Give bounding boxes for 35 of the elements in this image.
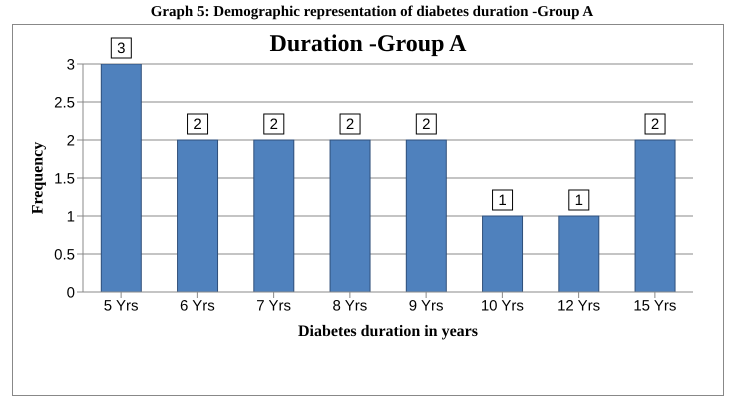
x-tick-label: 6 Yrs: [180, 298, 215, 315]
data-label: 2: [193, 116, 202, 133]
chart-title: Duration -Group A: [270, 31, 466, 57]
x-tick-label: 5 Yrs: [104, 298, 138, 315]
x-tick-label: 15 Yrs: [633, 298, 676, 315]
x-tick-label: 9 Yrs: [408, 298, 444, 315]
data-label: 3: [117, 40, 126, 57]
bar: [330, 140, 371, 292]
x-tick-label: 10 Yrs: [480, 298, 524, 315]
y-tick-label: 1: [66, 208, 75, 226]
y-tick-label: 2.5: [54, 94, 75, 112]
bar: [253, 140, 294, 292]
y-tick-label: 1.5: [54, 170, 75, 188]
data-label: 2: [270, 116, 278, 133]
bar: [482, 216, 524, 292]
x-tick-label: 8 Yrs: [332, 298, 368, 315]
y-tick-label: 0.5: [54, 246, 75, 264]
bar: [100, 64, 142, 292]
caption: Graph 5: Demographic representation of diabetes duration -Group A: [150, 4, 594, 20]
y-tick-label: 0: [66, 284, 75, 302]
bar: [177, 140, 218, 292]
data-label: 1: [574, 192, 583, 209]
x-tick-label: 12 Yrs: [557, 298, 600, 315]
x-axis-title: Diabetes duration in years: [298, 323, 478, 340]
data-label: 2: [422, 116, 430, 133]
bar: [558, 216, 600, 292]
y-tick-label: 2: [66, 132, 75, 150]
y-tick-label: 3: [66, 56, 75, 74]
data-label: 1: [498, 192, 507, 209]
data-label: 2: [346, 116, 354, 133]
bar: [406, 140, 447, 292]
x-tick-label: 7 Yrs: [256, 298, 291, 315]
y-axis-title: Frequency: [30, 142, 47, 214]
data-label: 2: [650, 116, 660, 133]
bar: [634, 140, 676, 292]
